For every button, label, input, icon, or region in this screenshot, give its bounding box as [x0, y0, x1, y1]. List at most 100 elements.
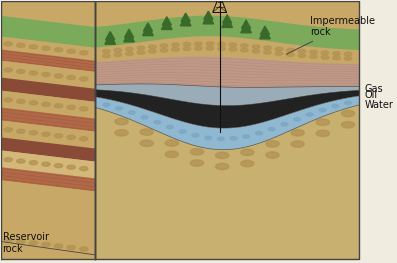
Ellipse shape: [275, 47, 283, 51]
Ellipse shape: [298, 54, 306, 58]
Ellipse shape: [160, 48, 168, 52]
Ellipse shape: [54, 244, 63, 248]
Ellipse shape: [316, 130, 330, 136]
Ellipse shape: [291, 141, 304, 147]
Polygon shape: [260, 28, 270, 39]
Ellipse shape: [287, 48, 294, 52]
Ellipse shape: [348, 98, 356, 102]
Polygon shape: [204, 11, 213, 19]
Text: Oil well: Oil well: [0, 262, 1, 263]
Ellipse shape: [29, 161, 38, 165]
Ellipse shape: [321, 55, 329, 59]
Ellipse shape: [160, 44, 168, 48]
Ellipse shape: [29, 131, 38, 135]
Ellipse shape: [29, 241, 38, 245]
Ellipse shape: [256, 132, 262, 135]
Ellipse shape: [243, 135, 250, 138]
Ellipse shape: [344, 57, 352, 60]
Ellipse shape: [268, 127, 275, 131]
Polygon shape: [1, 150, 95, 178]
Ellipse shape: [333, 98, 341, 102]
Ellipse shape: [42, 46, 50, 50]
Polygon shape: [1, 36, 95, 61]
Ellipse shape: [148, 45, 156, 49]
Polygon shape: [95, 16, 359, 50]
Ellipse shape: [332, 104, 339, 108]
Polygon shape: [222, 17, 233, 27]
Polygon shape: [1, 61, 95, 89]
Ellipse shape: [165, 151, 178, 158]
Ellipse shape: [141, 115, 148, 119]
Polygon shape: [95, 90, 359, 128]
Text: Water: Water: [359, 100, 394, 110]
Ellipse shape: [17, 240, 25, 244]
Ellipse shape: [17, 43, 25, 47]
Ellipse shape: [17, 129, 25, 133]
Ellipse shape: [191, 160, 204, 166]
Ellipse shape: [229, 47, 237, 51]
Ellipse shape: [29, 101, 38, 105]
Ellipse shape: [264, 46, 271, 50]
Polygon shape: [162, 19, 172, 29]
Ellipse shape: [129, 111, 135, 114]
Ellipse shape: [103, 103, 110, 107]
Polygon shape: [95, 1, 359, 259]
Ellipse shape: [102, 54, 110, 58]
Ellipse shape: [206, 42, 214, 46]
Polygon shape: [95, 84, 359, 150]
Ellipse shape: [205, 136, 212, 139]
Polygon shape: [1, 1, 95, 259]
Ellipse shape: [310, 55, 317, 58]
Ellipse shape: [137, 50, 145, 54]
Ellipse shape: [67, 135, 75, 139]
Ellipse shape: [218, 47, 225, 50]
Ellipse shape: [54, 104, 63, 108]
Ellipse shape: [341, 110, 355, 117]
Text: Gas: Gas: [359, 84, 384, 94]
Ellipse shape: [4, 158, 12, 162]
Ellipse shape: [29, 45, 38, 49]
Ellipse shape: [165, 140, 178, 146]
Ellipse shape: [4, 238, 12, 242]
Ellipse shape: [192, 134, 199, 137]
Ellipse shape: [206, 47, 214, 50]
Ellipse shape: [17, 69, 25, 74]
Polygon shape: [143, 25, 153, 36]
Ellipse shape: [333, 52, 340, 55]
Ellipse shape: [67, 245, 75, 250]
Ellipse shape: [183, 42, 191, 46]
Ellipse shape: [345, 101, 351, 104]
Ellipse shape: [4, 42, 12, 46]
Polygon shape: [1, 78, 95, 102]
Ellipse shape: [316, 119, 330, 125]
Polygon shape: [95, 105, 359, 259]
Ellipse shape: [195, 42, 202, 46]
Ellipse shape: [67, 75, 75, 79]
Polygon shape: [181, 13, 190, 21]
Ellipse shape: [321, 51, 329, 55]
Ellipse shape: [102, 49, 110, 53]
Ellipse shape: [216, 163, 229, 170]
Ellipse shape: [114, 48, 121, 52]
Ellipse shape: [99, 98, 106, 102]
Ellipse shape: [42, 132, 50, 136]
Ellipse shape: [333, 56, 340, 60]
Ellipse shape: [229, 43, 237, 47]
Ellipse shape: [79, 77, 88, 81]
Ellipse shape: [79, 247, 88, 251]
Polygon shape: [1, 107, 95, 132]
Polygon shape: [105, 34, 116, 44]
Ellipse shape: [42, 72, 50, 77]
Polygon shape: [106, 32, 115, 40]
Ellipse shape: [125, 47, 133, 51]
Ellipse shape: [116, 107, 123, 110]
Ellipse shape: [241, 160, 254, 167]
Polygon shape: [241, 22, 251, 33]
Ellipse shape: [179, 130, 186, 133]
Ellipse shape: [306, 113, 313, 116]
Ellipse shape: [42, 162, 50, 166]
Polygon shape: [1, 120, 95, 149]
Ellipse shape: [167, 125, 173, 129]
Ellipse shape: [115, 118, 128, 125]
Ellipse shape: [241, 48, 248, 52]
